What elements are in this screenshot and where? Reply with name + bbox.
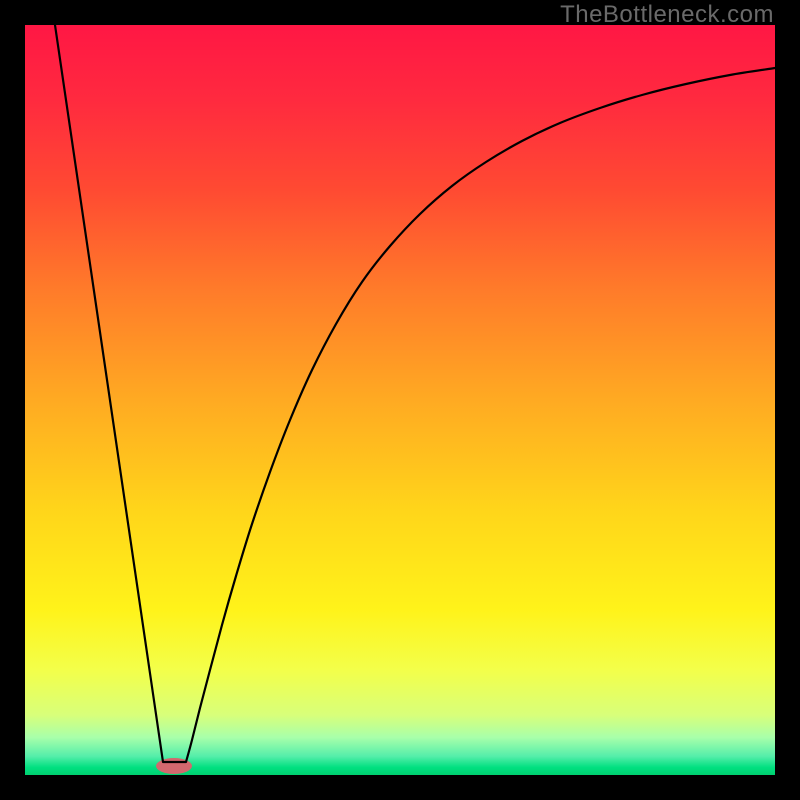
curve-layer (0, 0, 800, 800)
plot-area (25, 25, 775, 775)
watermark-text: TheBottleneck.com (560, 1, 774, 29)
frame-border-bottom (0, 775, 800, 800)
bottleneck-curve (55, 25, 775, 762)
frame-border-left (0, 0, 25, 800)
chart-container: TheBottleneck.com (0, 0, 800, 800)
frame-border-right (775, 0, 800, 800)
